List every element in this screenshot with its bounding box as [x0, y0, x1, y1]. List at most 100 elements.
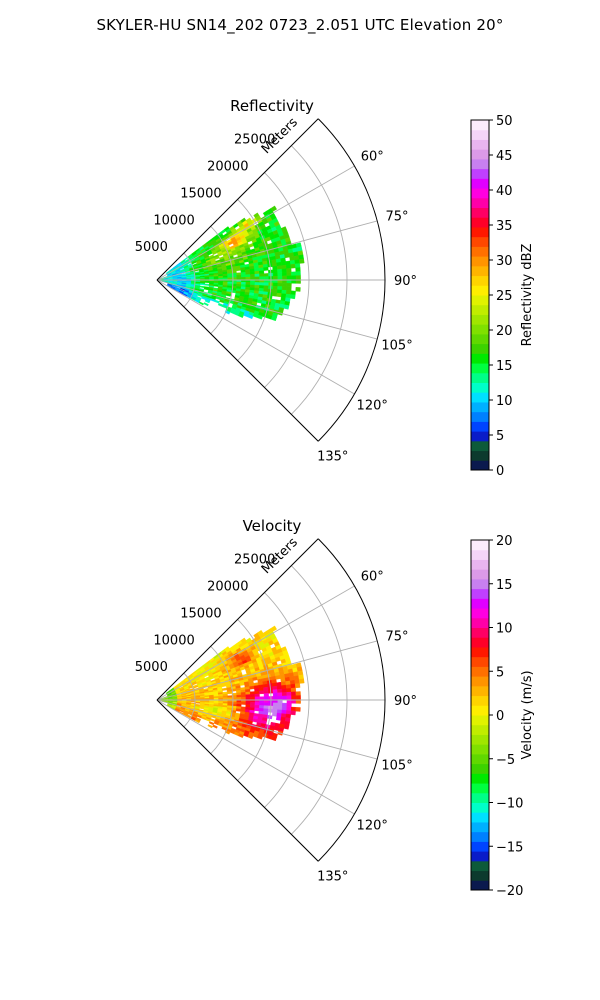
data-cell [213, 277, 219, 281]
data-cell [241, 274, 247, 278]
data-cell [263, 273, 269, 277]
data-cell [259, 282, 265, 286]
sector-arc [317, 538, 386, 862]
theta-tick-label: 120° [357, 818, 388, 833]
range-tick-label: 15000 [180, 186, 221, 201]
data-cell [277, 692, 283, 697]
colorbar-segment [471, 158, 489, 170]
colorbar-segment [471, 382, 489, 393]
range-tick-label: 15000 [180, 606, 221, 621]
data-cell [295, 279, 301, 284]
colorbar-segment [471, 207, 489, 218]
colorbar-segment [471, 197, 489, 208]
data-cell [290, 687, 297, 693]
range-tick-label: 5000 [135, 240, 168, 255]
colorbar: −20 −15 −10 −5 0 5 10 15 20 Velocity (m/s) [470, 534, 535, 899]
velocity-title: Velocity [242, 517, 302, 535]
colorbar-tick-label: 20 [496, 324, 513, 339]
colorbar-segment [471, 627, 489, 638]
data-cell [250, 276, 256, 280]
colorbar-tick-label: −10 [496, 797, 523, 812]
colorbar-segment [471, 178, 489, 189]
data-cell [257, 314, 263, 320]
azimuth-gridline [156, 699, 378, 760]
colorbar-segment [471, 217, 489, 228]
data-cell [282, 282, 288, 288]
theta-tick-label: 135° [317, 870, 348, 885]
colorbar-segment [471, 421, 489, 432]
data-cell [272, 685, 278, 691]
data-cell [295, 287, 301, 292]
colorbar-segment [471, 226, 489, 238]
colorbar-segment [471, 392, 489, 403]
data-cell [282, 695, 288, 700]
data-cell [221, 687, 228, 691]
data-cell [226, 691, 233, 695]
data-cell [259, 702, 265, 706]
data-cell [263, 282, 269, 287]
colorbar-segment [471, 724, 489, 735]
colorbar-segment [471, 569, 489, 580]
data-cell [245, 281, 251, 286]
colorbar-tick-label: 5 [496, 665, 504, 680]
data-cell [291, 695, 297, 700]
data-cell [270, 205, 277, 212]
data-cell [254, 270, 260, 275]
colorbar-tick-label: 35 [496, 219, 513, 234]
data-cell [218, 697, 224, 700]
data-cell [213, 284, 219, 287]
colorbar-segment [471, 598, 489, 609]
colorbar-segment [471, 324, 489, 335]
data-cell [238, 313, 244, 318]
data-cell [199, 285, 205, 289]
colorbar-tick-label: 0 [496, 464, 504, 479]
colorbar-segment [471, 715, 489, 726]
colorbar-tick-label: 40 [496, 184, 513, 199]
data-cell [198, 301, 204, 306]
colorbar-segment [471, 646, 489, 658]
data-cell [286, 282, 292, 288]
colorbar-segment [471, 705, 489, 716]
data-cell [281, 268, 287, 273]
azimuth-gridline [156, 699, 355, 815]
data-cell [250, 702, 256, 706]
data-cell [286, 268, 292, 273]
colorbar-tick-label: 0 [496, 709, 504, 724]
data-cell [294, 259, 300, 265]
data-cell [281, 264, 287, 270]
colorbar-segment [471, 139, 489, 150]
data-cell [285, 290, 292, 295]
range-tick-label: 10000 [153, 213, 194, 228]
data-cell [222, 697, 228, 700]
data-cell [295, 275, 301, 280]
colorbar-tick-label: 45 [496, 149, 513, 164]
data-cell [271, 292, 278, 297]
range-tick-label: 20000 [207, 160, 248, 175]
data-cell [250, 693, 256, 698]
data-cell [286, 286, 292, 292]
colorbar-segment [471, 304, 489, 315]
colorbar-segment [471, 549, 489, 560]
sector-edge [156, 538, 319, 701]
data-cell [254, 696, 260, 700]
colorbar-segment [471, 295, 489, 306]
data-cell [286, 688, 292, 693]
data-cell [272, 285, 278, 290]
data-cell [286, 691, 292, 697]
azimuth-gridline [156, 165, 355, 281]
data-cell [294, 263, 301, 269]
data-cell [277, 695, 283, 700]
reflectivity-title: Reflectivity [230, 97, 314, 115]
data-cell [286, 702, 292, 708]
colorbar-segment [471, 608, 489, 619]
data-cell [272, 689, 278, 694]
data-cell [241, 701, 247, 705]
colorbar: 0 5 10 15 20 25 30 35 40 45 50 Reflectivity dBZ [470, 114, 535, 479]
data-cell [275, 674, 281, 680]
data-cell [272, 692, 278, 697]
data-cell [250, 282, 256, 286]
data-cell [282, 275, 288, 280]
data-cell [263, 266, 269, 271]
data-cell [277, 702, 283, 707]
colorbar-segment [471, 666, 489, 677]
